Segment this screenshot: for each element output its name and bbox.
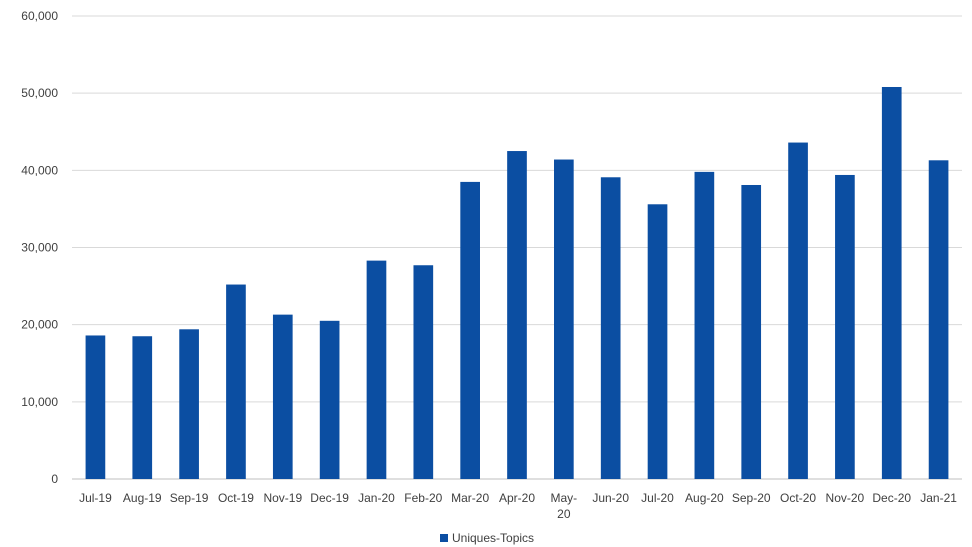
- x-tick-label: Aug-20: [685, 491, 724, 505]
- bar-feb-20: [413, 265, 434, 479]
- x-tick-label: Mar-20: [451, 491, 489, 505]
- x-tick-label: Oct-20: [780, 491, 816, 505]
- bar-jan-20: [366, 260, 387, 479]
- y-tick-label: 50,000: [21, 86, 58, 100]
- bar-apr-20: [507, 151, 527, 479]
- x-tick-label: Dec-20: [872, 491, 911, 505]
- y-tick-label: 60,000: [21, 9, 58, 23]
- bar-sep-19: [179, 329, 199, 479]
- bar-jun-20: [600, 177, 621, 480]
- x-tick-label: Jun-20: [592, 491, 629, 505]
- bar-dec-19: [319, 320, 340, 479]
- x-tick-label: Dec-19: [310, 491, 349, 505]
- bar-dec-20: [881, 86, 902, 479]
- y-tick-label: 10,000: [21, 395, 58, 409]
- x-tick-label: Feb-20: [404, 491, 442, 505]
- legend-swatch: [440, 534, 448, 542]
- x-axis-tick-labels: Jul-19 Aug-19 Sep-19 Oct-19 Nov-19 Dec-19 Jan-…: [79, 491, 957, 521]
- bar-oct-20: [788, 142, 808, 479]
- x-tick-label: Jul-19: [79, 491, 112, 505]
- bar-may-20: [554, 159, 574, 479]
- x-tick-label: Nov-19: [263, 491, 302, 505]
- x-tick-label: Jan-21: [920, 491, 957, 505]
- bar-mar-20: [460, 181, 480, 480]
- x-tick-label: Sep-19: [170, 491, 209, 505]
- x-tick-label: May-20: [551, 491, 578, 521]
- bar-nov-20: [835, 174, 855, 480]
- y-axis-tick-labels: 0 10,000 20,000 30,000 40,000 50,000 60,000: [21, 9, 58, 486]
- bar-series: [85, 86, 949, 480]
- bar-sep-20: [741, 184, 762, 479]
- legend: Uniques-Topics: [440, 531, 534, 545]
- bar-jul-20: [647, 204, 668, 479]
- bar-aug-20: [694, 171, 715, 480]
- y-tick-label: 0: [51, 472, 58, 486]
- x-tick-label: Jan-20: [358, 491, 395, 505]
- legend-label: Uniques-Topics: [452, 531, 534, 545]
- x-tick-label: Sep-20: [732, 491, 771, 505]
- bar-jan-21: [928, 160, 949, 479]
- x-tick-label: Oct-19: [218, 491, 254, 505]
- y-tick-label: 30,000: [21, 241, 58, 255]
- bar-nov-19: [272, 314, 293, 479]
- x-tick-label: Apr-20: [499, 491, 535, 505]
- bar-jul-19: [85, 335, 106, 479]
- x-tick-label: Aug-19: [123, 491, 162, 505]
- bar-aug-19: [132, 336, 153, 479]
- x-tick-label: Nov-20: [826, 491, 865, 505]
- x-tick-label: Jul-20: [641, 491, 674, 505]
- y-tick-label: 20,000: [21, 318, 58, 332]
- y-tick-label: 40,000: [21, 163, 58, 177]
- bar-oct-19: [226, 284, 246, 479]
